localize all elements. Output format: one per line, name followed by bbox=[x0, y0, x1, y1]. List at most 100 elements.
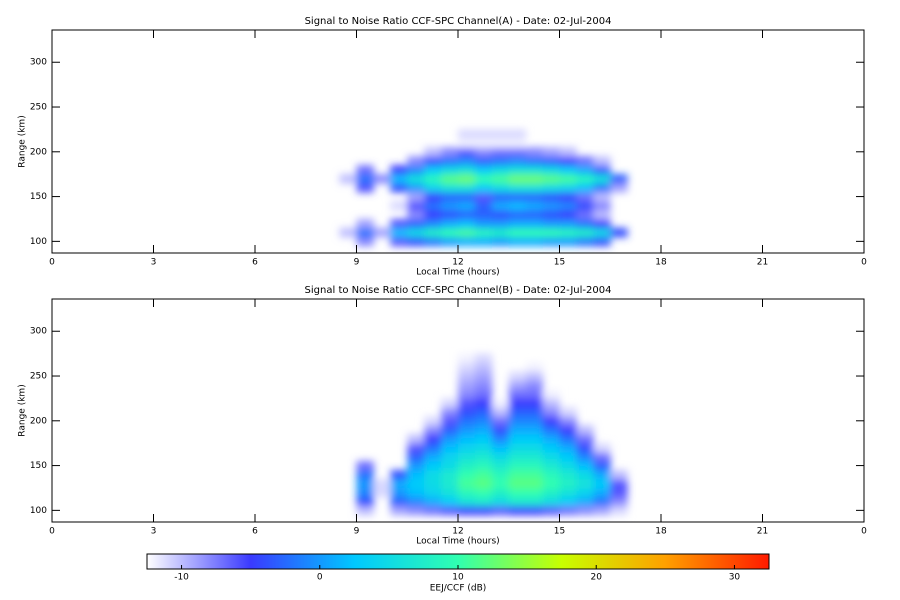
cell bbox=[576, 165, 594, 175]
cell bbox=[491, 236, 510, 247]
cell bbox=[542, 496, 560, 507]
cell bbox=[593, 236, 611, 247]
cell bbox=[474, 371, 493, 381]
cell bbox=[458, 210, 476, 220]
y-axis-label: Range (km) bbox=[18, 115, 28, 167]
cell bbox=[525, 218, 544, 229]
cell bbox=[491, 443, 510, 453]
cell bbox=[474, 461, 493, 471]
cell bbox=[525, 496, 544, 507]
cell bbox=[491, 129, 510, 139]
cell bbox=[458, 434, 476, 444]
cell bbox=[525, 362, 544, 373]
cell bbox=[559, 452, 577, 462]
heatmap bbox=[356, 353, 628, 516]
cell bbox=[407, 479, 425, 489]
cell bbox=[458, 398, 476, 408]
cell bbox=[458, 425, 476, 435]
x-tick-label: 0 bbox=[49, 527, 55, 537]
x-tick-label: 9 bbox=[354, 258, 360, 268]
cell bbox=[542, 218, 560, 229]
cell bbox=[339, 174, 357, 184]
cell bbox=[441, 425, 459, 435]
cell bbox=[525, 479, 544, 489]
cell bbox=[474, 236, 493, 247]
cell bbox=[458, 407, 476, 417]
cell bbox=[542, 443, 560, 453]
y-tick-label: 200 bbox=[30, 147, 47, 157]
cell bbox=[542, 389, 560, 399]
cell bbox=[542, 461, 560, 471]
cell bbox=[525, 227, 544, 238]
cell bbox=[593, 470, 611, 480]
cell bbox=[593, 461, 611, 471]
cell bbox=[610, 183, 628, 193]
cell bbox=[407, 227, 425, 238]
cell bbox=[458, 353, 476, 364]
cell bbox=[576, 487, 594, 498]
cell bbox=[525, 398, 544, 408]
cell bbox=[559, 201, 577, 211]
cell bbox=[576, 192, 594, 202]
colorbar-tick-label: 0 bbox=[317, 573, 323, 583]
cell bbox=[424, 461, 442, 471]
x-tick-label: 6 bbox=[252, 527, 258, 537]
cell bbox=[407, 174, 425, 184]
cell bbox=[525, 425, 544, 435]
colorbar-tick-label: 10 bbox=[452, 573, 464, 583]
cell bbox=[491, 434, 510, 444]
cell bbox=[559, 487, 577, 498]
cell bbox=[576, 210, 594, 220]
cell bbox=[356, 461, 374, 471]
cell bbox=[458, 201, 476, 211]
cell bbox=[576, 174, 594, 184]
cell bbox=[424, 147, 442, 157]
cell bbox=[508, 389, 527, 399]
cell bbox=[576, 183, 594, 193]
cell bbox=[593, 192, 611, 202]
cell bbox=[407, 210, 425, 220]
y-tick-label: 300 bbox=[30, 327, 47, 337]
cell bbox=[508, 183, 527, 193]
cell bbox=[424, 496, 442, 507]
cell bbox=[542, 479, 560, 489]
cell bbox=[424, 236, 442, 247]
cell bbox=[525, 156, 544, 166]
cell bbox=[491, 398, 510, 408]
colorbar-label: EEJ/CCF (dB) bbox=[430, 584, 487, 594]
cell bbox=[407, 165, 425, 175]
x-tick-label: 18 bbox=[655, 527, 667, 537]
cell bbox=[576, 452, 594, 462]
cell bbox=[576, 236, 594, 247]
cell bbox=[542, 192, 560, 202]
x-tick-label: 3 bbox=[151, 527, 157, 537]
cell bbox=[542, 201, 560, 211]
cell bbox=[593, 452, 611, 462]
cell bbox=[491, 147, 510, 157]
cell bbox=[390, 470, 408, 480]
cell bbox=[441, 218, 459, 229]
cell bbox=[424, 505, 442, 516]
cell bbox=[458, 470, 476, 480]
cell bbox=[373, 174, 391, 184]
cell bbox=[356, 505, 374, 516]
cell bbox=[441, 461, 459, 471]
cell bbox=[339, 227, 357, 238]
y-tick-label: 150 bbox=[30, 461, 47, 471]
cell bbox=[542, 156, 560, 166]
cell bbox=[525, 487, 544, 498]
cell bbox=[441, 470, 459, 480]
x-axis-label: Local Time (hours) bbox=[416, 537, 499, 547]
cell bbox=[474, 398, 493, 408]
cell bbox=[576, 470, 594, 480]
cell bbox=[474, 156, 493, 166]
cell bbox=[525, 461, 544, 471]
cell bbox=[525, 407, 544, 417]
cell bbox=[441, 416, 459, 426]
y-tick-label: 250 bbox=[30, 103, 47, 113]
cell bbox=[441, 496, 459, 507]
cell bbox=[542, 227, 560, 238]
cell bbox=[407, 461, 425, 471]
cell bbox=[559, 165, 577, 175]
cell bbox=[424, 416, 442, 426]
